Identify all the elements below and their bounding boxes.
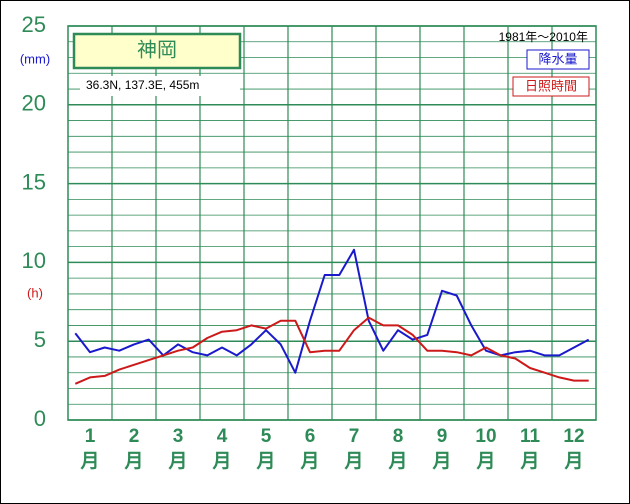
y-axis-label: (h) (27, 285, 43, 300)
y-tick-label: 25 (22, 12, 46, 37)
title-box (72, 32, 242, 70)
y-tick-label: 20 (22, 91, 46, 116)
legend-box (512, 76, 590, 97)
y-tick-label: 0 (34, 406, 46, 431)
legend-label: 日照時間 (525, 78, 577, 93)
location: 36.3N, 137.3E, 455m (86, 78, 199, 92)
chart-title: 神岡 (137, 38, 177, 61)
x-tick-label: 10 月 (475, 426, 496, 472)
y-tick-label: 10 (22, 248, 46, 273)
y-tick-label: 15 (22, 169, 46, 194)
series-line (74, 316, 589, 385)
legend-box (526, 49, 590, 70)
x-tick-label: 11 月 (519, 426, 540, 472)
legend-label: 降水量 (538, 51, 577, 66)
location-box (80, 76, 240, 96)
y-axis-label: (mm) (20, 51, 50, 66)
y-tick-label: 5 (34, 327, 46, 352)
period: 1981年～2010年 (499, 30, 588, 44)
series-line (74, 248, 590, 374)
x-tick-label: 12 月 (563, 426, 584, 472)
